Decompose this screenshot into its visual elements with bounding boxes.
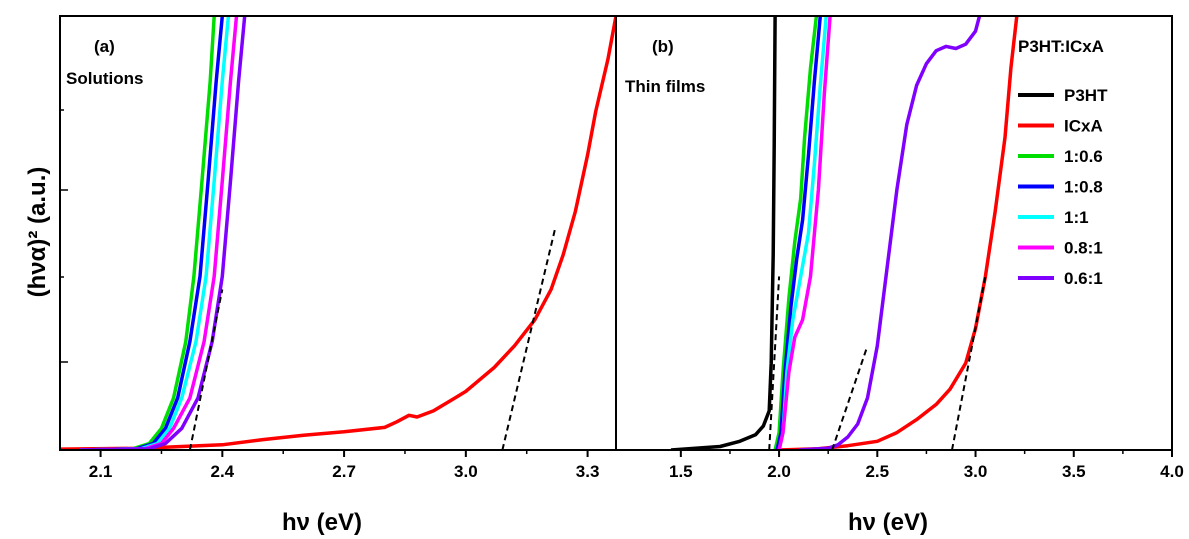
panel-a-series-group [60,16,616,450]
panel-b-tangent-line-2 [831,345,869,450]
panel-b-series-group [670,16,1019,450]
panel-a-caption: Solutions [66,69,143,88]
panel-b-x-tick-label: 2.0 [767,462,791,481]
panel-a-x-axis-title: hν (eV) [282,509,362,536]
panel-b-x-tick-label: 3.0 [964,462,988,481]
panel-a-x-tick-label: 2.1 [89,462,113,481]
panel-b-series-1-0-6 [773,16,819,450]
legend-label: 1:0.8 [1064,178,1103,197]
panel-b-tangent-line-3 [951,276,987,450]
panel-b-axes-frame [615,15,1173,451]
panel-a-label: (a) [94,37,115,56]
panel-b-label: (b) [652,37,674,56]
legend-label: 1:1 [1064,208,1089,227]
panel-b-series-0-8-1 [777,16,832,450]
legend-label: 0.8:1 [1064,239,1103,258]
panel-a-series-icxa [60,16,616,450]
panel-b-tangent-line-1 [768,276,781,450]
panel-b-x-tick-label: 4.0 [1160,462,1184,481]
panel-a-x-tick-label: 2.7 [332,462,356,481]
legend: P3HT:ICxA P3HT ICxA 1:0.6 1:0.8 1:1 0.8:1 0.6:… [1018,37,1108,288]
panel-a-x-tick-label: 2.4 [211,462,235,481]
panel-b-series-icxa [779,16,1019,450]
panel-b-plot-area: 1.5 2.0 2.5 3.0 3.5 4.0 [615,15,1184,481]
legend-label: 0.6:1 [1064,269,1103,288]
panel-b-x-tick-label: 1.5 [669,462,693,481]
legend-label: P3HT [1064,86,1108,105]
panel-b-series-p3ht [670,16,777,450]
panel-a-x-tick-label: 3.0 [454,462,478,481]
panel-b-x-axis-title: hν (eV) [848,509,928,536]
panel-b-x-tick-label: 2.5 [865,462,889,481]
panel-a-tangent-line-1 [188,289,224,450]
panel-b-caption: Thin films [625,77,705,96]
panel-b-series-1-0-8 [775,16,823,450]
panel-a-plot-area: 2.1 2.4 2.7 3.0 3.3 [59,15,617,481]
y-axis-title: (hνα)² (a.u.) [24,167,51,298]
panel-a-solutions: 2.1 2.4 2.7 3.0 3.3 (a) Solutions hν (eV) [59,15,617,536]
panel-a-tangent-line-2 [501,228,557,450]
legend-label: ICxA [1064,117,1103,136]
panel-b-x-tick-label: 3.5 [1062,462,1086,481]
panel-b-thin-films: 1.5 2.0 2.5 3.0 3.5 4.0 (b) Thin films hν (eV… [615,15,1184,536]
panel-b-series-0-6-1 [798,16,982,450]
panel-a-x-tick-label: 3.3 [576,462,600,481]
legend-title: P3HT:ICxA [1018,37,1104,56]
legend-label: 1:0.6 [1064,147,1103,166]
